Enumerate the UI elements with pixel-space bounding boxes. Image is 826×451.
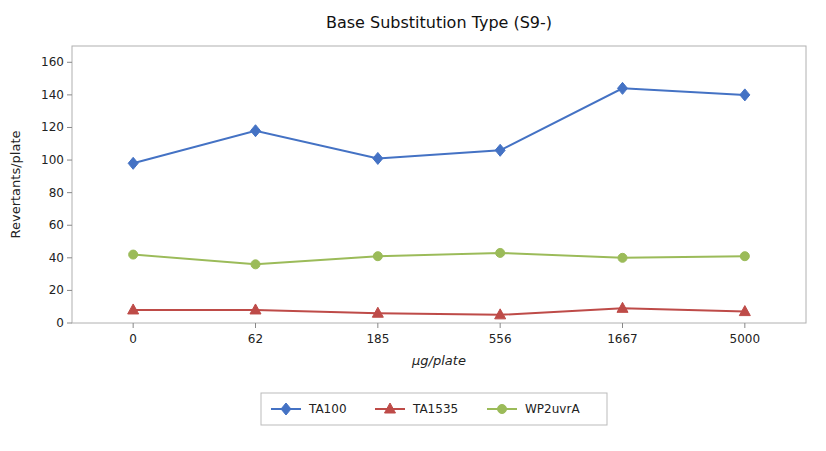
- data-point: [128, 304, 139, 314]
- y-tick: [67, 160, 72, 161]
- legend-label: WP2uvrA: [525, 402, 580, 416]
- y-tick-label: 0: [56, 316, 64, 330]
- y-tick: [67, 225, 72, 226]
- data-point: [251, 260, 260, 269]
- data-point: [251, 125, 261, 137]
- x-tick: [500, 323, 501, 328]
- x-tick: [622, 323, 623, 328]
- series-line: [133, 253, 745, 264]
- legend-label: TA1535: [412, 402, 458, 416]
- y-tick-label: 20: [49, 283, 64, 297]
- chart: 0 20 40 60 80 100 120 140 160 0 62 185 556 1667 5000 Ba…: [0, 0, 826, 451]
- x-tick: [133, 323, 134, 328]
- data-point: [618, 82, 628, 94]
- y-tick: [67, 127, 72, 128]
- data-point: [739, 306, 750, 316]
- legend-marker: [281, 403, 291, 415]
- series-line: [133, 308, 745, 315]
- x-tick: [377, 323, 378, 328]
- x-tick-label: 0: [129, 332, 137, 346]
- y-tick-label: 100: [41, 153, 64, 167]
- series-line: [133, 88, 745, 163]
- x-axis-label: μg/plate: [411, 353, 466, 368]
- x-tick: [744, 323, 745, 328]
- plot-frame: [72, 46, 806, 323]
- data-point: [617, 302, 628, 312]
- x-tick-label: 5000: [730, 332, 761, 346]
- data-point: [128, 157, 138, 169]
- data-point: [129, 250, 138, 259]
- y-tick: [67, 62, 72, 63]
- plot-area: [128, 82, 751, 318]
- legend-box: [261, 393, 607, 425]
- y-axis-label: Revertants/plate: [8, 131, 23, 239]
- data-point: [618, 253, 627, 262]
- legend: TA100 TA1535 WP2uvrA: [261, 393, 607, 425]
- y-tick-label: 80: [49, 186, 64, 200]
- data-point: [495, 144, 505, 156]
- y-tick: [67, 323, 72, 324]
- x-tick-label: 556: [489, 332, 512, 346]
- x-tick-label: 62: [248, 332, 263, 346]
- legend-label: TA100: [308, 402, 347, 416]
- y-tick: [67, 290, 72, 291]
- data-point: [373, 252, 382, 261]
- y-tick-label: 140: [41, 88, 64, 102]
- y-tick-label: 40: [49, 251, 64, 265]
- data-point: [495, 309, 506, 319]
- legend-marker: [385, 403, 396, 413]
- data-point: [496, 248, 505, 257]
- y-tick-label: 60: [49, 218, 64, 232]
- chart-title: Base Substitution Type (S9-): [326, 13, 552, 32]
- data-point: [373, 152, 383, 164]
- y-tick: [67, 94, 72, 95]
- data-point: [740, 89, 750, 101]
- legend-marker: [498, 405, 507, 414]
- x-tick: [255, 323, 256, 328]
- y-tick: [67, 257, 72, 258]
- y-tick-label: 160: [41, 55, 64, 69]
- y-tick-label: 120: [41, 120, 64, 134]
- data-point: [372, 307, 383, 317]
- y-tick: [67, 192, 72, 193]
- data-point: [740, 252, 749, 261]
- x-tick-label: 185: [366, 332, 389, 346]
- x-tick-label: 1667: [607, 332, 638, 346]
- data-point: [250, 304, 261, 314]
